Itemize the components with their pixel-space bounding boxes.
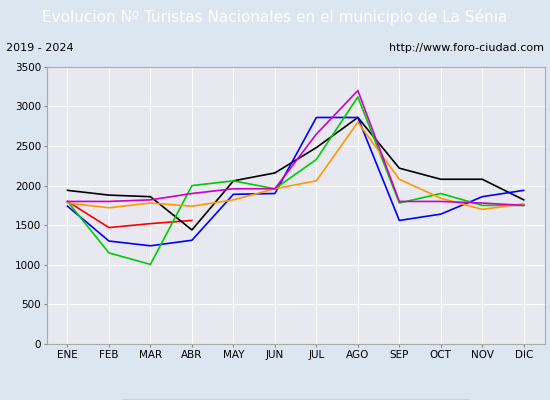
Text: Evolucion Nº Turistas Nacionales en el municipio de La Sénia: Evolucion Nº Turistas Nacionales en el m…: [42, 9, 508, 25]
Text: http://www.foro-ciudad.com: http://www.foro-ciudad.com: [389, 43, 544, 53]
Text: 2019 - 2024: 2019 - 2024: [6, 43, 73, 53]
